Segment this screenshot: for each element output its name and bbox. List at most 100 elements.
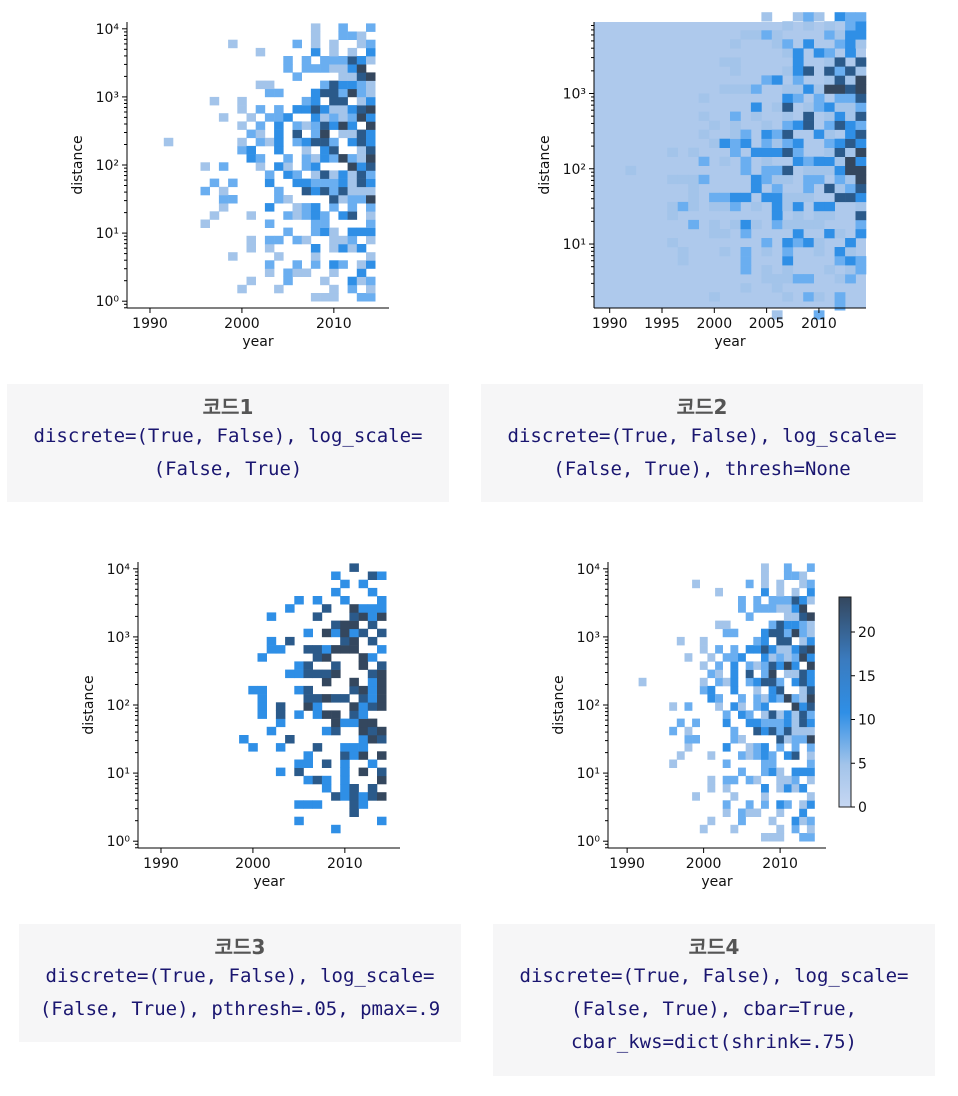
heatmap-cell	[358, 661, 369, 670]
heatmap-cell	[329, 235, 339, 245]
heatmap-cell	[358, 767, 369, 777]
heatmap-cell	[824, 229, 835, 239]
heatmap-cell	[292, 170, 302, 179]
heatmap-cell	[310, 137, 321, 147]
heatmap-cell	[255, 162, 266, 171]
heatmap-cell	[824, 265, 835, 275]
heatmap-cell	[799, 604, 808, 613]
heatmap-cell	[792, 229, 804, 239]
heatmap-cell	[776, 587, 785, 597]
heatmap-cell	[349, 563, 359, 572]
caption-2-code: discrete=(True, False), log_scale= (Fals…	[507, 425, 897, 480]
heatmap-cell	[283, 113, 293, 122]
heatmap-cell	[792, 93, 804, 103]
heatmap-cell	[312, 596, 323, 605]
heatmap-cell	[791, 661, 800, 670]
heatmap-cell	[331, 792, 341, 801]
heatmap-cell	[340, 792, 350, 801]
heatmap-cell	[310, 178, 321, 188]
heatmap-cell	[834, 156, 846, 166]
heatmap-cell	[730, 792, 739, 801]
heatmap-cell	[367, 653, 378, 662]
heatmap-cell	[275, 702, 286, 711]
heatmap-cell	[709, 229, 720, 239]
heatmap-cell	[301, 121, 312, 130]
heatmap-cell	[806, 726, 815, 736]
heatmap-cell	[753, 726, 762, 736]
heatmap-cell	[738, 710, 746, 719]
heatmap-cell	[699, 677, 708, 687]
chart-4: 1990 2000 2010 10⁰ 10¹ 10² 10³ 10⁴ year distance 0…	[545, 550, 885, 895]
heatmap-cell	[782, 165, 794, 176]
caption-4-title: 코드4	[688, 935, 740, 959]
heatmap-cell	[366, 121, 376, 130]
heatmap-cell	[329, 227, 339, 237]
heatmap-cell	[349, 792, 359, 801]
heatmap-cell	[356, 145, 367, 155]
heatmap-cell	[834, 57, 846, 67]
heatmap-cell	[730, 192, 741, 203]
heatmap-cell	[806, 579, 815, 589]
heatmap-cell	[771, 165, 783, 176]
heatmap-cell	[274, 145, 284, 155]
heatmap-cell	[715, 677, 723, 687]
heatmap-cell	[824, 210, 835, 221]
heatmap-cell	[855, 102, 867, 112]
heatmap-cell	[347, 186, 358, 196]
heatmap-cell	[347, 170, 358, 179]
heatmap-cell	[792, 147, 804, 157]
heatmap-cell	[246, 145, 256, 155]
heatmap-cell	[782, 192, 794, 203]
heatmap-cell	[753, 645, 762, 654]
heatmap-cell	[301, 56, 312, 65]
heatmap-cell	[684, 743, 693, 752]
heatmap-cell	[320, 129, 330, 139]
heatmap-cell	[782, 93, 794, 103]
heatmap-cell	[730, 66, 741, 76]
heatmap-cell	[338, 23, 348, 32]
x-axis-title: year	[242, 334, 273, 350]
heatmap-cell	[699, 645, 708, 654]
heatmap-cell	[750, 111, 762, 121]
heatmap-cell	[320, 88, 330, 98]
heatmap-cell	[799, 571, 808, 580]
heatmap-cell	[349, 636, 359, 646]
heatmap-cell	[806, 743, 815, 752]
heatmap-cell	[377, 726, 387, 736]
heatmap-cell	[855, 183, 867, 194]
heatmap-cell	[753, 596, 762, 605]
heatmap-cell	[782, 129, 794, 139]
heatmap-cell	[806, 767, 815, 777]
heatmap-cell	[745, 645, 754, 654]
heatmap-cell	[730, 84, 741, 94]
heatmap-cell	[255, 105, 266, 114]
heatmap-cell	[294, 596, 304, 605]
heatmap-cell	[806, 759, 815, 768]
heatmap-cell	[799, 694, 808, 703]
heatmap-cell	[366, 80, 376, 90]
chart-1-svg: 1990 2000 2010 10⁰ 10¹ 10² 10³ 10⁴ year distance	[70, 22, 389, 350]
heatmap-cell	[366, 293, 376, 302]
heatmap-cell	[824, 165, 835, 176]
heatmap-cell	[813, 247, 825, 257]
heatmap-cell	[255, 47, 266, 57]
caption-3-code: discrete=(True, False), log_scale= (Fals…	[39, 965, 441, 1020]
heatmap-cell	[782, 102, 794, 112]
heatmap-cell	[845, 48, 856, 58]
heatmap-cell	[806, 661, 815, 670]
heatmap-cell	[246, 276, 256, 286]
heatmap-cell	[824, 102, 835, 112]
heatmap-cell	[366, 186, 376, 196]
heatmap-cell	[792, 12, 804, 22]
heatmap-cell	[676, 718, 685, 728]
heatmap-cell	[792, 210, 804, 221]
heatmap-cell	[768, 816, 777, 826]
heatmap-cell	[358, 726, 369, 736]
heatmap-cell	[321, 653, 332, 662]
heatmap-cell	[338, 113, 348, 122]
heatmap-cell	[698, 156, 710, 166]
heatmap-cell	[257, 653, 267, 662]
heatmap-cell	[320, 186, 330, 196]
heatmap-cell	[761, 156, 773, 166]
heatmap-cell	[677, 201, 689, 212]
